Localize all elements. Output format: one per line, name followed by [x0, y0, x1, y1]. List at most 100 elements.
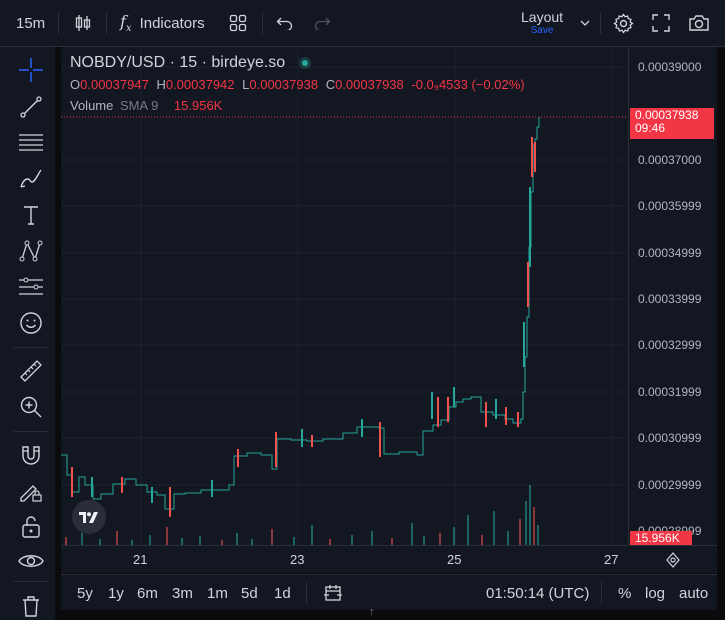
undo-button[interactable]	[276, 0, 294, 46]
brush-tool[interactable]	[17, 165, 45, 193]
auto-label: auto	[679, 584, 709, 602]
candle-down	[169, 487, 171, 517]
range-label: 5y	[77, 584, 93, 602]
settings-button[interactable]	[613, 0, 634, 46]
date-range-button[interactable]	[323, 575, 343, 611]
price-label: 0.00033999	[638, 292, 702, 306]
volume-bar	[116, 531, 118, 545]
trendline-tool[interactable]	[17, 93, 45, 121]
low-value: 0.00037938	[249, 77, 319, 92]
chevron-down-icon	[580, 20, 590, 26]
screenshot-button[interactable]	[688, 0, 710, 46]
pencil-lock-icon	[20, 485, 42, 502]
scale-settings-button[interactable]	[665, 552, 681, 573]
time-label: 27	[604, 552, 619, 567]
expand-panel-arrow[interactable]: ↑	[369, 606, 375, 618]
volume-bar	[537, 525, 539, 545]
candle-up	[431, 392, 433, 419]
clock-label: 01:50:14 (UTC)	[486, 584, 590, 602]
scroll-left-arrow[interactable]: ‹	[61, 536, 63, 545]
text-tool[interactable]	[17, 201, 45, 229]
grid-icon	[229, 14, 247, 32]
visibility-tool[interactable]	[17, 547, 45, 575]
time-axis[interactable]: 21 23 25 27	[61, 545, 717, 573]
close-value: 0.00037938	[335, 77, 404, 92]
volume-bar	[507, 531, 509, 545]
range-3m[interactable]: 3m	[172, 575, 193, 611]
candle-up	[529, 187, 531, 267]
pattern-tool[interactable]	[17, 237, 45, 265]
indicators-button[interactable]: fx Indicators	[120, 0, 205, 46]
emoji-tool[interactable]	[17, 309, 45, 337]
lock-drawings-tool[interactable]	[17, 477, 45, 505]
redo-button[interactable]	[313, 0, 331, 46]
percent-toggle[interactable]: %	[618, 575, 631, 611]
volume-bar	[371, 531, 373, 545]
fib-tool[interactable]	[17, 129, 45, 157]
symbol-title[interactable]: NOBDY/USD · 15 · birdeye.so	[70, 54, 286, 71]
lock-tool[interactable]	[17, 513, 45, 541]
crosshair-tool[interactable]	[17, 56, 45, 84]
price-chart[interactable]	[61, 47, 690, 545]
range-1m[interactable]: 1m	[207, 575, 228, 611]
interval-button[interactable]: 15m	[16, 0, 45, 46]
layout-button[interactable]: Layout Save	[521, 0, 563, 46]
volume-bars	[65, 485, 539, 545]
volume-bar	[181, 538, 183, 545]
open-value: 0.00037947	[80, 77, 149, 92]
zoom-tool[interactable]	[17, 393, 45, 421]
range-1d[interactable]: 1d	[274, 575, 291, 611]
bottom-toolbar: 5y 1y 6m 3m 1m 5d 1d 01:50:14 (UTC) % lo…	[61, 574, 717, 610]
candles	[61, 117, 540, 517]
volume-legend: Volume SMA 9 15.956K	[70, 98, 525, 113]
high-label: H	[156, 77, 166, 92]
ruler-tool[interactable]	[17, 357, 45, 385]
log-toggle[interactable]: log	[645, 575, 665, 611]
price-label: 0.00031999	[638, 385, 702, 399]
price-scale[interactable]: 0.00039000 0.00037000 0.00035999 0.00034…	[628, 47, 717, 545]
range-6m[interactable]: 6m	[137, 575, 158, 611]
change-value: -0.0₉4533 (−0.02%)	[411, 77, 525, 92]
volume-bar	[271, 529, 273, 545]
templates-button[interactable]	[229, 0, 247, 46]
chart-type-button[interactable]	[74, 0, 92, 46]
fullscreen-button[interactable]	[652, 0, 670, 46]
range-label: 1y	[108, 584, 124, 602]
low-label: L	[242, 77, 250, 92]
prediction-tool[interactable]	[17, 273, 45, 301]
trash-icon	[23, 596, 39, 617]
last-price-value: 0.00037938	[635, 108, 699, 122]
candle-down	[311, 435, 313, 447]
candle-down	[447, 397, 449, 422]
legend: NOBDY/USD · 15 · birdeye.so O0.00037947 …	[70, 54, 525, 113]
auto-toggle[interactable]: auto	[679, 575, 708, 611]
time-label: 25	[447, 552, 462, 567]
range-5y[interactable]: 5y	[77, 575, 93, 611]
market-status-dot[interactable]	[299, 57, 312, 69]
trendline-icon	[20, 96, 42, 118]
trash-tool[interactable]	[17, 594, 45, 620]
magnet-tool[interactable]	[17, 441, 45, 469]
range-1y[interactable]: 1y	[108, 575, 124, 611]
candle-down	[517, 412, 519, 427]
fullscreen-icon	[652, 14, 670, 32]
crosshair-icon	[19, 58, 43, 82]
volume-bar	[525, 501, 527, 545]
candle-down	[437, 397, 439, 427]
layout-label: Layout	[521, 9, 564, 25]
calendar-arrows-icon	[324, 585, 342, 601]
range-5d[interactable]: 5d	[241, 575, 258, 611]
utc-clock[interactable]: 01:50:14 (UTC)	[486, 575, 589, 611]
chart-pane[interactable]: NOBDY/USD · 15 · birdeye.so O0.00037947 …	[61, 47, 690, 545]
prediction-icon	[19, 277, 43, 295]
volume-bar	[149, 535, 151, 545]
volume-bar	[439, 533, 441, 545]
brush-icon	[20, 169, 42, 188]
price-line	[61, 117, 540, 510]
tradingview-logo[interactable]	[72, 500, 106, 534]
volume-label: Volume	[70, 98, 114, 113]
zoom-in-icon	[20, 396, 42, 418]
layout-dropdown[interactable]	[580, 0, 590, 46]
price-label: 0.00039000	[638, 60, 702, 74]
interval-label: 15m	[16, 14, 46, 32]
